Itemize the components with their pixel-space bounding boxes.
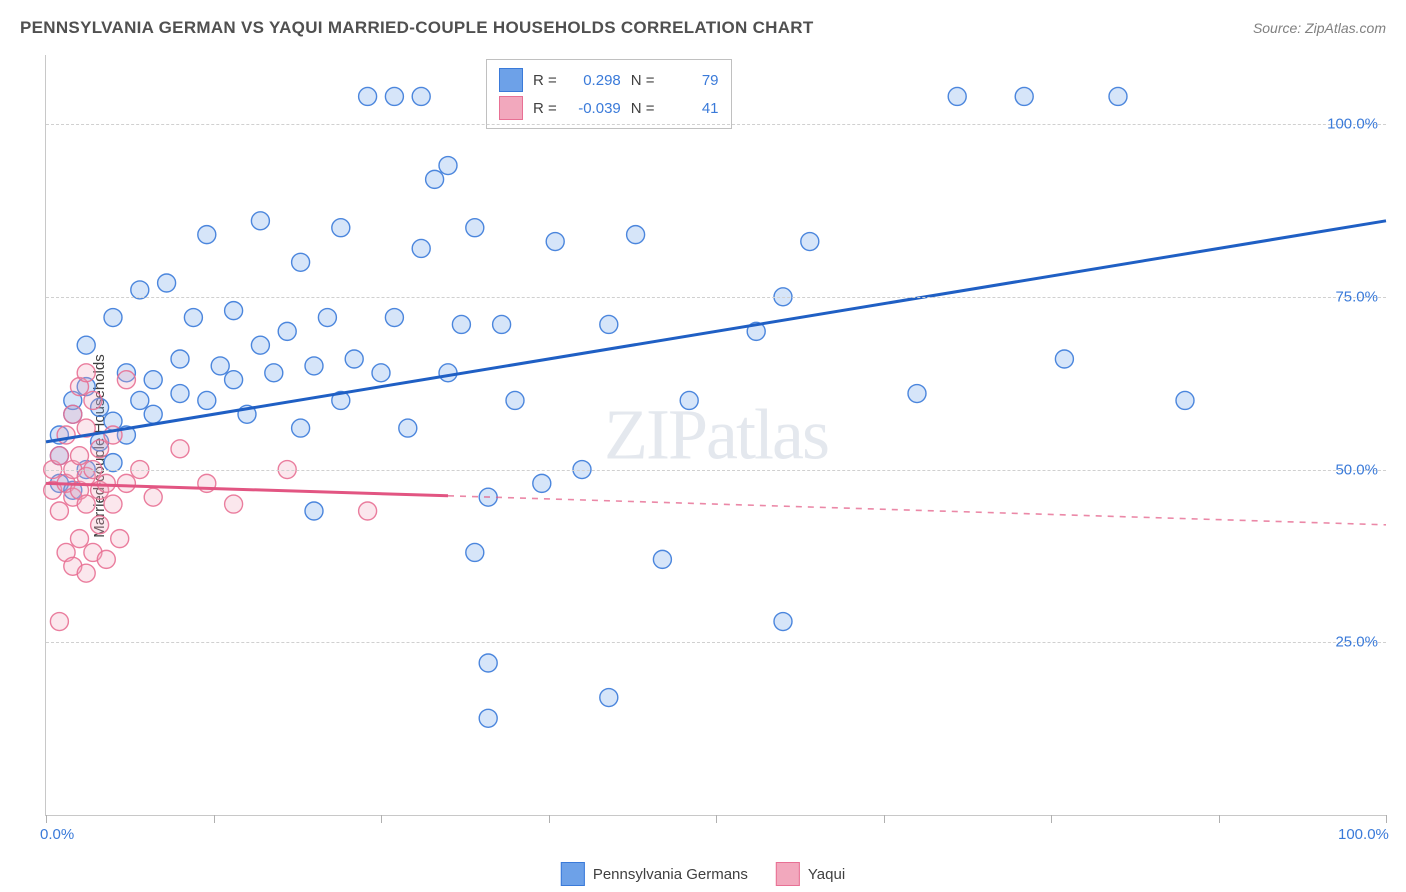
y-tick-label: 50.0% [1335,461,1378,478]
stats-legend: R = 0.298 N = 79 R = -0.039 N = 41 [486,59,732,129]
chart-title: PENNSYLVANIA GERMAN VS YAQUI MARRIED-COU… [20,18,814,38]
plot-svg [46,55,1386,815]
series-legend: Pennsylvania Germans Yaqui [561,862,845,886]
legend-n-label: N = [631,72,655,89]
legend-item-label-0: Pennsylvania Germans [593,866,748,883]
legend-item-label-1: Yaqui [808,866,845,883]
y-tick-label: 100.0% [1327,116,1378,133]
legend-item-swatch-0 [561,862,585,886]
legend-item-1: Yaqui [776,862,845,886]
y-tick-label: 25.0% [1335,634,1378,651]
legend-r-label: R = [533,100,557,117]
y-tick-label: 75.0% [1335,288,1378,305]
legend-item-0: Pennsylvania Germans [561,862,748,886]
legend-r-value-0: 0.298 [567,72,621,89]
legend-swatch-0 [499,68,523,92]
x-tick-label: 100.0% [1338,826,1389,843]
legend-n-value-0: 79 [665,72,719,89]
legend-item-swatch-1 [776,862,800,886]
chart-source: Source: ZipAtlas.com [1253,20,1386,36]
legend-r-label: R = [533,72,557,89]
legend-r-value-1: -0.039 [567,100,621,117]
legend-row-series-1: R = -0.039 N = 41 [499,94,719,122]
x-tick-label: 0.0% [40,826,74,843]
legend-n-label: N = [631,100,655,117]
legend-row-series-0: R = 0.298 N = 79 [499,66,719,94]
chart-plot-area: ZIPatlas R = 0.298 N = 79 R = -0.039 N =… [45,55,1386,816]
legend-n-value-1: 41 [665,100,719,117]
legend-swatch-1 [499,96,523,120]
